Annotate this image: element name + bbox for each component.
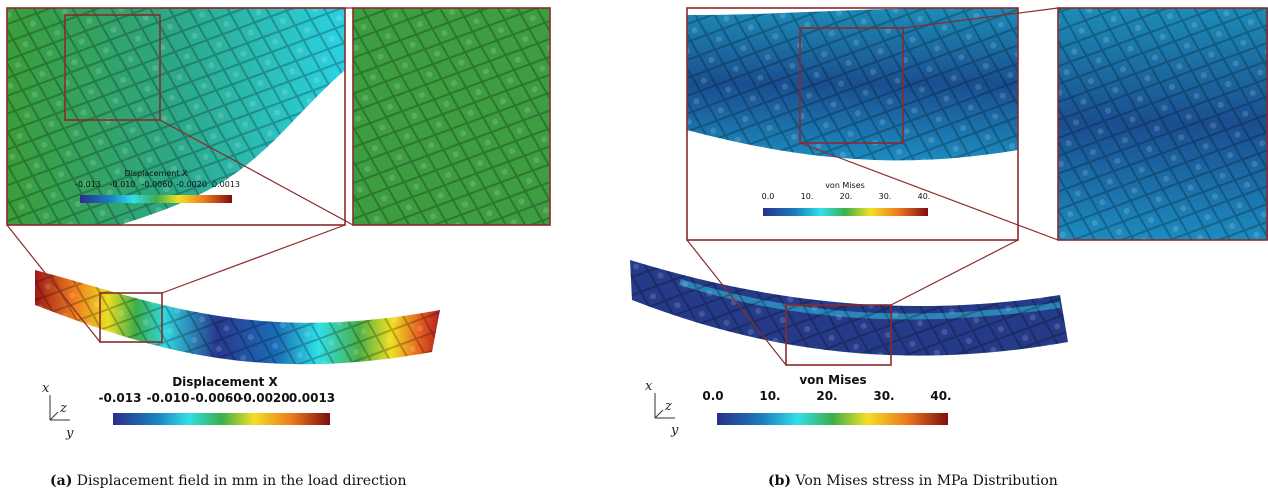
axes-triad: x z y (42, 381, 74, 441)
tick-label: 0.0013 (212, 180, 240, 189)
link (686, 239, 787, 366)
link (159, 119, 354, 226)
tick-label: -0.013 (75, 180, 101, 189)
inset2-texture (353, 8, 550, 225)
inset-ticks: -0.013 -0.010 -0.0060 -0.0020 0.0013 (75, 180, 240, 189)
zoom-box (799, 27, 904, 144)
colorbar-title: Displacement X (172, 375, 278, 389)
caption-text: Von Mises stress in MPa Distribution (795, 473, 1058, 489)
tick-label: 0.0 (762, 192, 775, 201)
axis-y: y (670, 423, 679, 438)
inset-texture (7, 8, 345, 225)
tick-label: 20. (816, 389, 837, 403)
zoom-box (99, 292, 163, 343)
colorbar-ticks: -0.013 -0.010 -0.0060-0.0020 0.0013 (99, 391, 336, 405)
inset-colorbar-title: Displacement X (124, 169, 188, 178)
tick-label: 0.0 (702, 389, 723, 403)
axis-z: z (664, 399, 672, 414)
inset2-box (1057, 7, 1268, 241)
inset2-texture (1058, 8, 1268, 240)
inset-colorbar (763, 208, 928, 216)
beam-texture (630, 260, 1068, 356)
link (902, 7, 1059, 29)
panel-b: von Mises 0.0 10. 20. 30. 40. von Mises 0.0 1… (630, 7, 1268, 489)
beam-texture (35, 270, 440, 365)
axis-y: y (65, 426, 74, 441)
caption-text: Displacement field in mm in the load dir… (77, 473, 407, 489)
tick-label: 30. (879, 192, 892, 201)
link (6, 224, 101, 343)
inset-ticks: 0.0 10. 20. 30. 40. (762, 192, 931, 201)
inset-colorbar-title: von Mises (825, 181, 865, 190)
tick-label: -0.0060 (190, 391, 241, 405)
inset2-box (352, 7, 551, 226)
link (799, 142, 1059, 241)
tick-label: 10. (759, 389, 780, 403)
axis-x: x (42, 381, 50, 396)
tick-label: 30. (873, 389, 894, 403)
caption-label: (b) (768, 473, 791, 489)
caption-label: (a) (50, 473, 72, 489)
inset-colorbar (80, 195, 232, 203)
tick-label: 0.0013 (289, 391, 335, 405)
axis-x: x (645, 379, 653, 394)
colorbar (717, 413, 948, 425)
axis-z: z (59, 401, 67, 416)
tick-label: -0.0060 (142, 180, 173, 189)
link (890, 239, 1019, 306)
tick-label: -0.0020 (176, 180, 207, 189)
tick-label: -0.010 (147, 391, 190, 405)
tick-label: 10. (801, 192, 814, 201)
colorbar-ticks: 0.0 10. 20. 30. 40. (702, 389, 951, 403)
colorbar-title: von Mises (799, 373, 866, 387)
zoom-box (785, 304, 892, 366)
colorbar (113, 413, 330, 425)
tick-label: -0.010 (110, 180, 136, 189)
tick-label: 20. (840, 192, 853, 201)
inset-box (686, 7, 1019, 241)
tick-label: -0.013 (99, 391, 142, 405)
zoom-box (64, 14, 161, 121)
tick-label: 40. (918, 192, 931, 201)
caption: (a) Displacement field in mm in the load… (50, 473, 407, 489)
tick-label: 40. (930, 389, 951, 403)
inset-texture (687, 7, 1018, 161)
axes-triad: x z y (645, 379, 679, 438)
caption: (b) Von Mises stress in MPa Distribution (768, 473, 1058, 489)
panel-a: Displacement X -0.013 -0.010 -0.0060 -0.002… (6, 7, 551, 489)
tick-label: -0.0020 (238, 391, 289, 405)
link (161, 224, 346, 294)
